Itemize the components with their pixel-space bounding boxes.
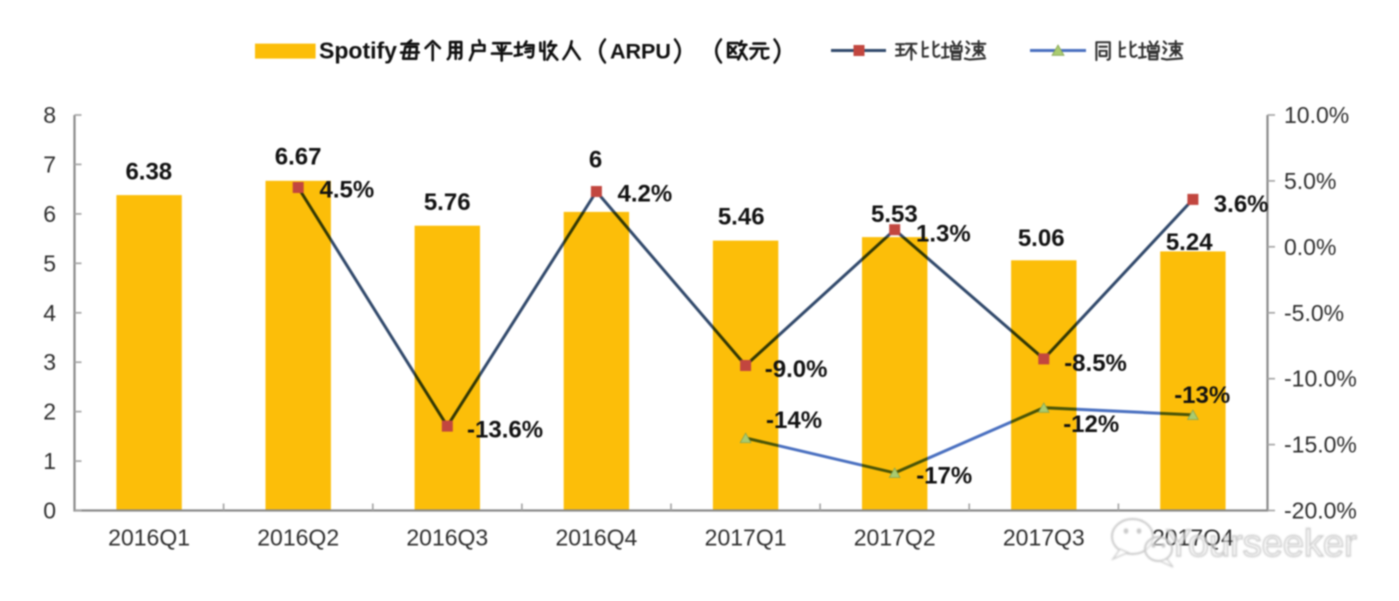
svg-text:2016Q1: 2016Q1	[108, 525, 190, 551]
svg-text:5.46: 5.46	[718, 203, 765, 230]
svg-text:5.76: 5.76	[424, 189, 471, 216]
svg-text:2016Q2: 2016Q2	[257, 525, 339, 551]
svg-text:3.6%: 3.6%	[1214, 191, 1269, 218]
svg-text:Spotify: Spotify	[319, 38, 397, 64]
svg-text:5.06: 5.06	[1018, 225, 1065, 252]
svg-text:6.38: 6.38	[125, 158, 172, 185]
svg-text:-17%: -17%	[916, 462, 972, 489]
svg-text:ARPU: ARPU	[610, 40, 671, 64]
svg-text:5: 5	[43, 250, 56, 276]
svg-text:4.2%: 4.2%	[618, 181, 673, 208]
svg-text:0: 0	[43, 498, 56, 524]
svg-text:-14%: -14%	[766, 407, 822, 434]
svg-text:-5.0%: -5.0%	[1284, 300, 1344, 326]
svg-text:8: 8	[43, 102, 56, 128]
svg-text:Yourseeker: Yourseeker	[1166, 523, 1357, 565]
svg-text:5.53: 5.53	[871, 201, 918, 228]
svg-text:1.3%: 1.3%	[916, 221, 971, 248]
svg-text:4.5%: 4.5%	[320, 176, 375, 203]
svg-text:-20.0%: -20.0%	[1284, 498, 1357, 524]
svg-text:-15.0%: -15.0%	[1284, 432, 1357, 458]
svg-text:2: 2	[43, 399, 56, 425]
svg-text:2017Q3: 2017Q3	[1003, 525, 1085, 551]
svg-text:6: 6	[43, 201, 56, 227]
svg-text:5.0%: 5.0%	[1284, 168, 1336, 194]
svg-text:3: 3	[43, 349, 56, 375]
svg-text:-12%: -12%	[1063, 411, 1119, 438]
svg-text:-13.6%: -13.6%	[467, 417, 543, 444]
svg-text:-10.0%: -10.0%	[1284, 366, 1357, 392]
svg-text:-13%: -13%	[1174, 382, 1230, 409]
svg-text:2017Q2: 2017Q2	[854, 525, 936, 551]
svg-text:1: 1	[43, 448, 56, 474]
svg-text:6: 6	[589, 147, 602, 174]
svg-text:2016Q4: 2016Q4	[555, 525, 637, 551]
svg-text:-9.0%: -9.0%	[765, 356, 828, 383]
svg-text:2017Q1: 2017Q1	[705, 525, 787, 551]
svg-text:4: 4	[43, 300, 56, 326]
svg-text:7: 7	[43, 151, 56, 177]
svg-text:0.0%: 0.0%	[1284, 234, 1336, 260]
svg-text:6.67: 6.67	[275, 143, 322, 170]
svg-text:-8.5%: -8.5%	[1064, 350, 1127, 377]
svg-text:10.0%: 10.0%	[1284, 102, 1349, 128]
svg-text:2016Q3: 2016Q3	[406, 525, 488, 551]
svg-text:5.24: 5.24	[1166, 229, 1213, 256]
